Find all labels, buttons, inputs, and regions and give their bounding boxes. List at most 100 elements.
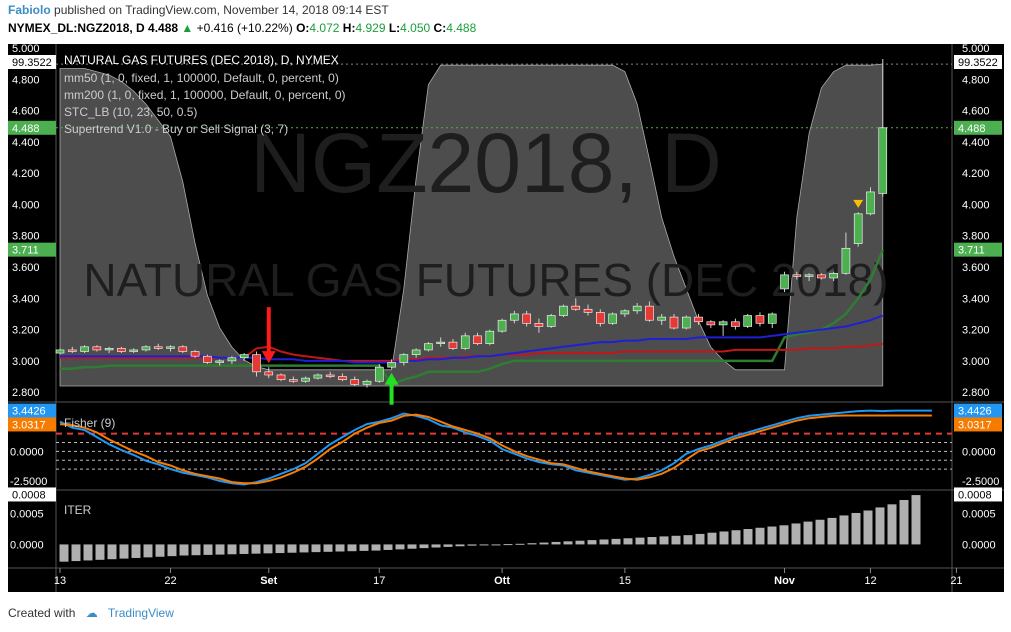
candle[interactable]: [411, 349, 421, 355]
candle[interactable]: [153, 346, 163, 349]
candle[interactable]: [104, 348, 114, 351]
candle[interactable]: [755, 315, 765, 324]
candle[interactable]: [313, 374, 323, 379]
candle[interactable]: [301, 377, 310, 382]
fisher-line: [59, 409, 932, 486]
candle[interactable]: [473, 335, 482, 344]
candle[interactable]: [80, 346, 89, 352]
candle[interactable]: [510, 313, 519, 321]
candle[interactable]: [792, 274, 802, 277]
created-with-text: Created with: [8, 606, 76, 620]
supertrend-value-tag: 3.711: [12, 245, 39, 257]
chart-header: Fabiolo published on TradingView.com, No…: [0, 0, 1011, 44]
iter-bar: [887, 504, 897, 545]
candle[interactable]: [399, 354, 409, 363]
candle[interactable]: [522, 313, 531, 324]
candle[interactable]: [190, 351, 200, 357]
candle[interactable]: [743, 315, 752, 327]
candle[interactable]: [55, 349, 65, 354]
iter-bar: [707, 532, 717, 545]
candle[interactable]: [436, 341, 445, 344]
candle[interactable]: [645, 305, 654, 321]
candle[interactable]: [227, 357, 237, 362]
candle[interactable]: [534, 323, 544, 327]
candle[interactable]: [620, 310, 630, 315]
candle[interactable]: [853, 213, 863, 244]
legend-mm200: mm200 (1, 0, fixed, 1, 100000, Default, …: [64, 88, 346, 102]
candle[interactable]: [166, 346, 175, 349]
candle[interactable]: [92, 346, 102, 351]
candle[interactable]: [239, 354, 249, 359]
candle[interactable]: [608, 313, 617, 324]
candle[interactable]: [583, 308, 593, 313]
candle[interactable]: [841, 247, 851, 274]
candle[interactable]: [338, 376, 347, 380]
candle[interactable]: [829, 272, 838, 279]
candle[interactable]: [657, 316, 667, 321]
candle[interactable]: [571, 305, 581, 310]
iter-bar: [851, 512, 861, 545]
iter-bar: [431, 544, 441, 548]
candle[interactable]: [546, 315, 556, 327]
price-chart-svg[interactable]: NGZ2018, D NATURAL GAS FUTURES (DEC 2018…: [8, 43, 1004, 592]
candle[interactable]: [252, 354, 261, 373]
candle[interactable]: [596, 312, 605, 324]
candle[interactable]: [289, 379, 298, 382]
candle[interactable]: [878, 127, 888, 194]
candle[interactable]: [141, 346, 151, 351]
x-tick-label: 17: [373, 575, 385, 587]
y-tick-label: 4.800: [12, 74, 40, 86]
chart-area[interactable]: NGZ2018, D NATURAL GAS FUTURES (DEC 2018…: [8, 43, 1004, 592]
iter-bar: [395, 544, 405, 550]
candle[interactable]: [559, 305, 568, 316]
candle[interactable]: [866, 191, 875, 215]
iter-bar: [791, 523, 801, 545]
iter-bar: [611, 538, 621, 545]
candle[interactable]: [669, 316, 679, 329]
candle[interactable]: [350, 379, 360, 385]
candle[interactable]: [731, 321, 740, 327]
iter-bar: [215, 544, 225, 555]
candle[interactable]: [276, 374, 286, 380]
x-tick-label: 13: [54, 575, 66, 587]
candle[interactable]: [129, 349, 138, 352]
candle[interactable]: [780, 274, 789, 290]
candle[interactable]: [215, 360, 224, 363]
candle[interactable]: [387, 362, 396, 368]
candle[interactable]: [706, 321, 716, 326]
candle[interactable]: [497, 319, 507, 332]
iter-bar: [335, 544, 345, 552]
candle[interactable]: [264, 371, 274, 376]
candle[interactable]: [178, 346, 188, 352]
candle[interactable]: [485, 330, 495, 344]
candle[interactable]: [632, 305, 642, 312]
buy-arrow-icon: [384, 372, 399, 385]
candle[interactable]: [718, 321, 728, 326]
candle[interactable]: [767, 313, 777, 324]
author-link[interactable]: Fabiolo: [8, 3, 51, 17]
candle[interactable]: [362, 380, 372, 385]
tradingview-link[interactable]: TradingView: [107, 606, 174, 620]
candle[interactable]: [117, 348, 126, 352]
candle[interactable]: [325, 374, 335, 377]
candle[interactable]: [804, 274, 814, 277]
iter-bar: [899, 500, 909, 545]
candle[interactable]: [460, 335, 470, 349]
candle[interactable]: [203, 355, 212, 363]
candle[interactable]: [694, 316, 703, 323]
last-price-tag: 4.488: [958, 123, 986, 135]
triangle-down-icon: [853, 199, 864, 208]
iter-bar: [827, 517, 837, 545]
candle[interactable]: [681, 316, 691, 329]
iter-bar: [551, 541, 561, 545]
candle[interactable]: [424, 343, 433, 351]
candle[interactable]: [817, 274, 826, 279]
candle[interactable]: [374, 366, 384, 382]
iter-bar: [287, 544, 297, 553]
candle[interactable]: [448, 341, 458, 349]
x-tick-label: 12: [864, 575, 876, 587]
iter-bar: [167, 544, 177, 557]
candle[interactable]: [67, 349, 77, 352]
iter-bar: [839, 515, 849, 545]
y-tick-label: 3.800: [12, 231, 40, 243]
